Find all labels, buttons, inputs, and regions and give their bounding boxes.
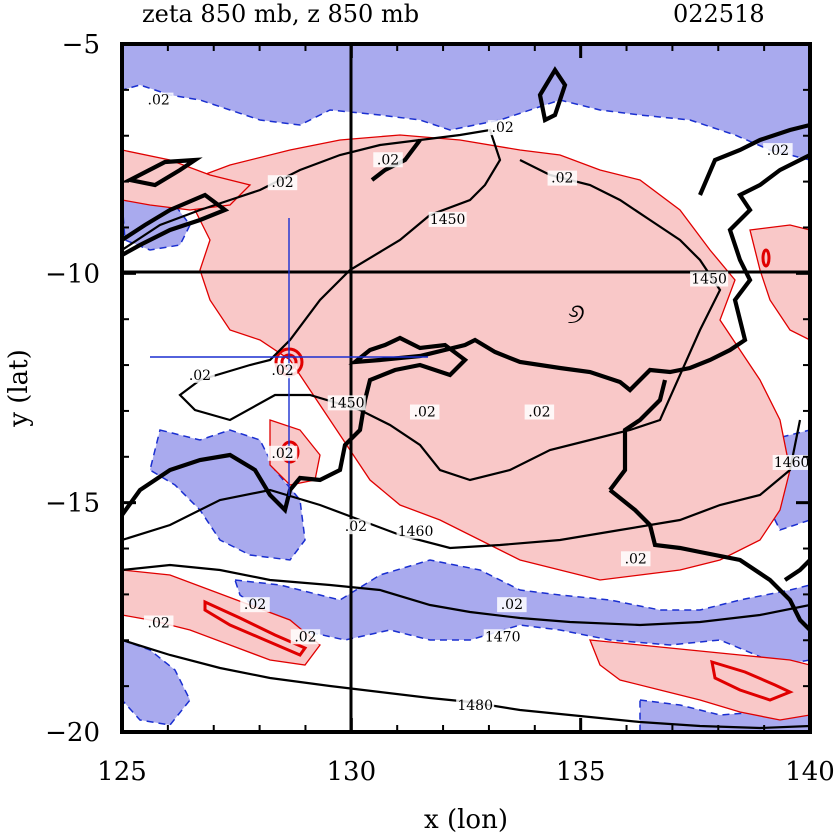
- height-contour-label-background: [772, 454, 810, 470]
- height-contour-label-background: [483, 629, 522, 645]
- x-tick-label: 130: [327, 757, 377, 787]
- height-contour-label: 1450: [430, 212, 466, 228]
- neg-region-southwest: [122, 639, 191, 726]
- cyclone-marker: ୬: [567, 297, 585, 330]
- strong-vortex-east: [761, 248, 771, 268]
- vorticity-contour-label-background: [185, 367, 215, 383]
- axes: 125 130 135 140 −5 −10 −15 −20: [45, 30, 835, 787]
- y-tick-label: −15: [45, 489, 100, 519]
- y-tick-label: −20: [45, 718, 100, 748]
- strong-vorticity-contours: [203, 248, 794, 702]
- height-contour-label: 1450: [691, 272, 727, 288]
- height-1450-contour: [122, 128, 722, 482]
- vorticity-contour-label: .02: [551, 171, 573, 187]
- pos-region-northwest-band: [122, 149, 252, 211]
- y-tick-label: −5: [62, 30, 100, 60]
- vorticity-contour-label-background: [240, 597, 270, 613]
- height-contour-label: 1480: [457, 698, 493, 714]
- height-contour-label-background: [690, 271, 729, 287]
- vorticity-contour-label: .02: [345, 519, 367, 535]
- vorticity-contour-label-background: [143, 92, 174, 108]
- vorticity-contour-label: .02: [271, 446, 293, 462]
- vorticity-contour-label-background: [267, 175, 298, 191]
- height-contour-label: 1460: [398, 524, 434, 540]
- height-contour-label: 1470: [485, 629, 521, 645]
- strong-band-southeast: [710, 659, 794, 702]
- vorticity-contour-label: .02: [414, 405, 436, 421]
- coast-northwest: [122, 192, 230, 257]
- height-contour-label: 1450: [329, 395, 365, 411]
- strong-band-southwest: [203, 599, 308, 657]
- vorticity-contour-label-background: [341, 519, 371, 535]
- coast-mainland: [122, 153, 810, 517]
- vorticity-contour-label-background: [267, 445, 298, 461]
- height-contour-label-background: [396, 523, 435, 539]
- vorticity-contour-label: .02: [625, 551, 647, 567]
- coast-north-east-island: [537, 66, 568, 124]
- x-axis-title: x (lon): [424, 805, 508, 835]
- vorticity-contour-label: .02: [271, 363, 293, 379]
- vorticity-contour-label: .02: [492, 120, 514, 136]
- vorticity-contour-label-background: [524, 404, 555, 420]
- y-tick-label: −10: [45, 259, 100, 289]
- coast-east-peninsula: [608, 488, 810, 632]
- vorticity-contour-label: .02: [244, 597, 266, 613]
- height-contour-label: 1460: [774, 455, 810, 471]
- coast-northwest-island: [123, 157, 203, 188]
- vorticity-contour-label: .02: [148, 93, 170, 109]
- height-contour-label-background: [456, 698, 495, 714]
- height-1480-contour: [122, 638, 810, 730]
- vorticity-contour-label-background: [547, 170, 578, 186]
- vorticity-contour-label-background: [143, 615, 174, 631]
- vorticity-contour-label-background: [497, 597, 527, 613]
- vorticity-contour-label: .02: [767, 143, 789, 159]
- coast-mainland-top: [698, 122, 810, 196]
- height-1470-contour: [122, 563, 810, 627]
- vorticity-contour-label-background: [267, 363, 298, 379]
- vorticity-contour-label: .02: [528, 405, 550, 421]
- chart-date: 022518: [673, 0, 765, 28]
- chart-title: zeta 850 mb, z 850 mb: [142, 0, 419, 28]
- vorticity-contour-label: .02: [501, 597, 523, 613]
- vorticity-contour-label-background: [763, 143, 793, 159]
- contour-field: ୬ 1450 1450 1450 1460 1460 1470 1480 .02 .02 .02.…: [122, 44, 810, 732]
- vorticity-contour-label: .02: [148, 616, 170, 632]
- vorticity-contour-label: .02: [377, 152, 399, 168]
- neg-region-south: [233, 559, 810, 666]
- vorticity-contour-label: .02: [189, 368, 211, 384]
- vorticity-contour-label-background: [373, 152, 403, 168]
- coast-east-lower: [608, 379, 668, 492]
- vorticity-contour-label-background: [487, 120, 518, 136]
- y-axis-title: y (lat): [4, 349, 34, 428]
- contour-labels: 1450 1450 1450 1460 1460 1470 1480 .02 .02 .02 .02…: [143, 92, 810, 714]
- pos-region-east-edge: [749, 224, 810, 341]
- height-contour-label-background: [428, 211, 467, 227]
- height-contours: [122, 128, 810, 730]
- vorticity-contour-label-background: [409, 404, 440, 420]
- x-tick-label: 140: [785, 757, 835, 787]
- x-tick-label: 135: [556, 757, 606, 787]
- height-1460-contour: [122, 419, 802, 550]
- x-tick-label: 125: [97, 757, 147, 787]
- vorticity-contour-label: .02: [294, 629, 316, 645]
- negative-vorticity-shading: [122, 44, 810, 732]
- plot-frame: [120, 42, 812, 734]
- vorticity-contour-label-background: [620, 551, 651, 567]
- pos-region-southeast-band: [588, 639, 810, 721]
- coast-east-edge: [783, 558, 810, 582]
- vorticity-contour-label: .02: [271, 175, 293, 191]
- vorticity-contour-label-background: [290, 629, 321, 645]
- height-contour-label-background: [327, 395, 366, 411]
